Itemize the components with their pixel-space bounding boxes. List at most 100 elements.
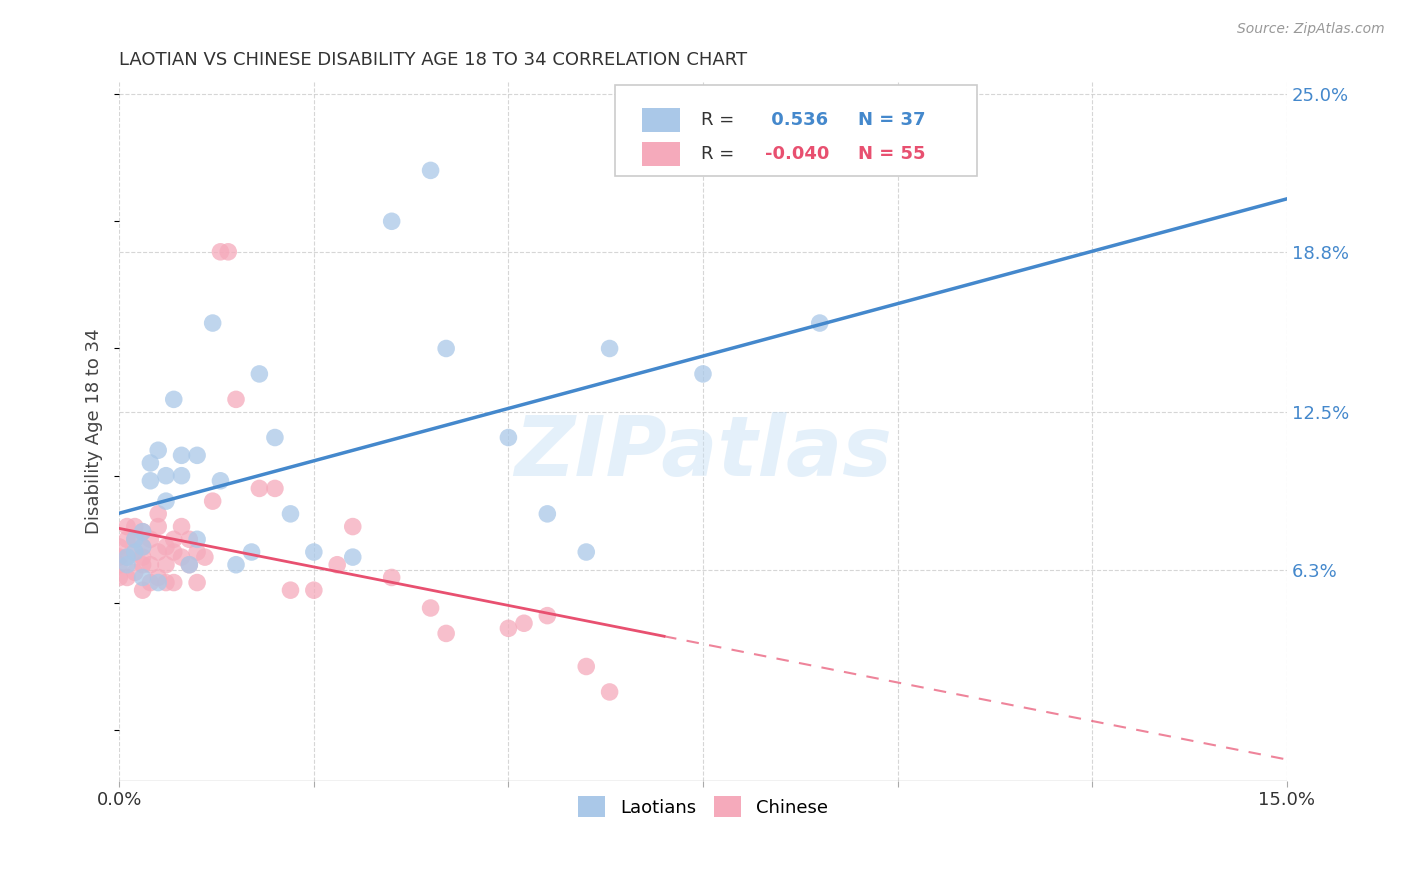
Point: [280, 583, 302, 598]
Point: [419, 163, 441, 178]
Point: [124, 566, 146, 580]
Point: [808, 316, 831, 330]
Bar: [643, 142, 679, 166]
Point: [326, 558, 349, 572]
Point: [131, 570, 153, 584]
Point: [342, 519, 364, 533]
Text: Source: ZipAtlas.com: Source: ZipAtlas.com: [1237, 22, 1385, 37]
Point: [599, 342, 621, 356]
Point: [575, 545, 598, 559]
Point: [124, 533, 146, 547]
Point: [131, 540, 153, 554]
Point: [240, 545, 263, 559]
Point: [247, 482, 270, 496]
Point: [264, 482, 287, 496]
Point: [139, 575, 162, 590]
Point: [139, 474, 162, 488]
Point: [124, 519, 146, 533]
Point: [419, 601, 441, 615]
Point: [155, 575, 177, 590]
Point: [155, 468, 177, 483]
Point: [108, 558, 131, 572]
Y-axis label: Disability Age 18 to 34: Disability Age 18 to 34: [86, 328, 103, 534]
Point: [108, 550, 131, 565]
Point: [186, 575, 208, 590]
Text: R =: R =: [700, 112, 734, 129]
Point: [179, 558, 201, 572]
Point: [155, 494, 177, 508]
Point: [201, 316, 224, 330]
Point: [498, 431, 520, 445]
Point: [163, 533, 186, 547]
Point: [124, 545, 146, 559]
Point: [498, 621, 520, 635]
Point: [115, 533, 138, 547]
Point: [225, 558, 247, 572]
Point: [131, 524, 153, 539]
Point: [131, 583, 153, 598]
Text: N = 37: N = 37: [858, 112, 925, 129]
Point: [179, 558, 201, 572]
Legend: Laotians, Chinese: Laotians, Chinese: [571, 789, 835, 824]
Text: 0.536: 0.536: [765, 112, 828, 129]
Point: [115, 519, 138, 533]
Point: [148, 575, 170, 590]
Point: [170, 448, 193, 462]
Point: [115, 558, 138, 572]
Text: R =: R =: [700, 145, 734, 163]
Point: [692, 367, 714, 381]
Point: [179, 533, 201, 547]
Point: [163, 545, 186, 559]
Point: [170, 468, 193, 483]
Text: LAOTIAN VS CHINESE DISABILITY AGE 18 TO 34 CORRELATION CHART: LAOTIAN VS CHINESE DISABILITY AGE 18 TO …: [120, 51, 748, 69]
Point: [186, 545, 208, 559]
Point: [163, 392, 186, 407]
Point: [247, 367, 270, 381]
Point: [209, 474, 232, 488]
Text: ZIPatlas: ZIPatlas: [515, 412, 891, 492]
Text: N = 55: N = 55: [858, 145, 925, 163]
Point: [575, 659, 598, 673]
Point: [170, 519, 193, 533]
Point: [513, 616, 536, 631]
Bar: [643, 108, 679, 133]
Point: [217, 244, 239, 259]
Point: [194, 550, 217, 565]
Point: [131, 550, 153, 565]
Point: [225, 392, 247, 407]
Point: [124, 533, 146, 547]
Point: [115, 550, 138, 565]
Point: [163, 575, 186, 590]
Point: [536, 608, 558, 623]
Point: [148, 443, 170, 458]
Point: [434, 626, 457, 640]
Text: -0.040: -0.040: [765, 145, 830, 163]
Point: [148, 545, 170, 559]
Point: [139, 456, 162, 470]
FancyBboxPatch shape: [616, 85, 977, 176]
Point: [201, 494, 224, 508]
Point: [131, 558, 153, 572]
Point: [139, 558, 162, 572]
Point: [186, 448, 208, 462]
Point: [115, 570, 138, 584]
Point: [434, 342, 457, 356]
Point: [264, 431, 287, 445]
Point: [280, 507, 302, 521]
Point: [342, 550, 364, 565]
Point: [302, 545, 325, 559]
Point: [108, 570, 131, 584]
Point: [131, 524, 153, 539]
Point: [599, 685, 621, 699]
Point: [108, 540, 131, 554]
Point: [302, 583, 325, 598]
Point: [536, 507, 558, 521]
Point: [170, 550, 193, 565]
Point: [124, 545, 146, 559]
Point: [381, 570, 404, 584]
Point: [155, 558, 177, 572]
Point: [381, 214, 404, 228]
Point: [186, 533, 208, 547]
Point: [155, 540, 177, 554]
Point: [148, 507, 170, 521]
